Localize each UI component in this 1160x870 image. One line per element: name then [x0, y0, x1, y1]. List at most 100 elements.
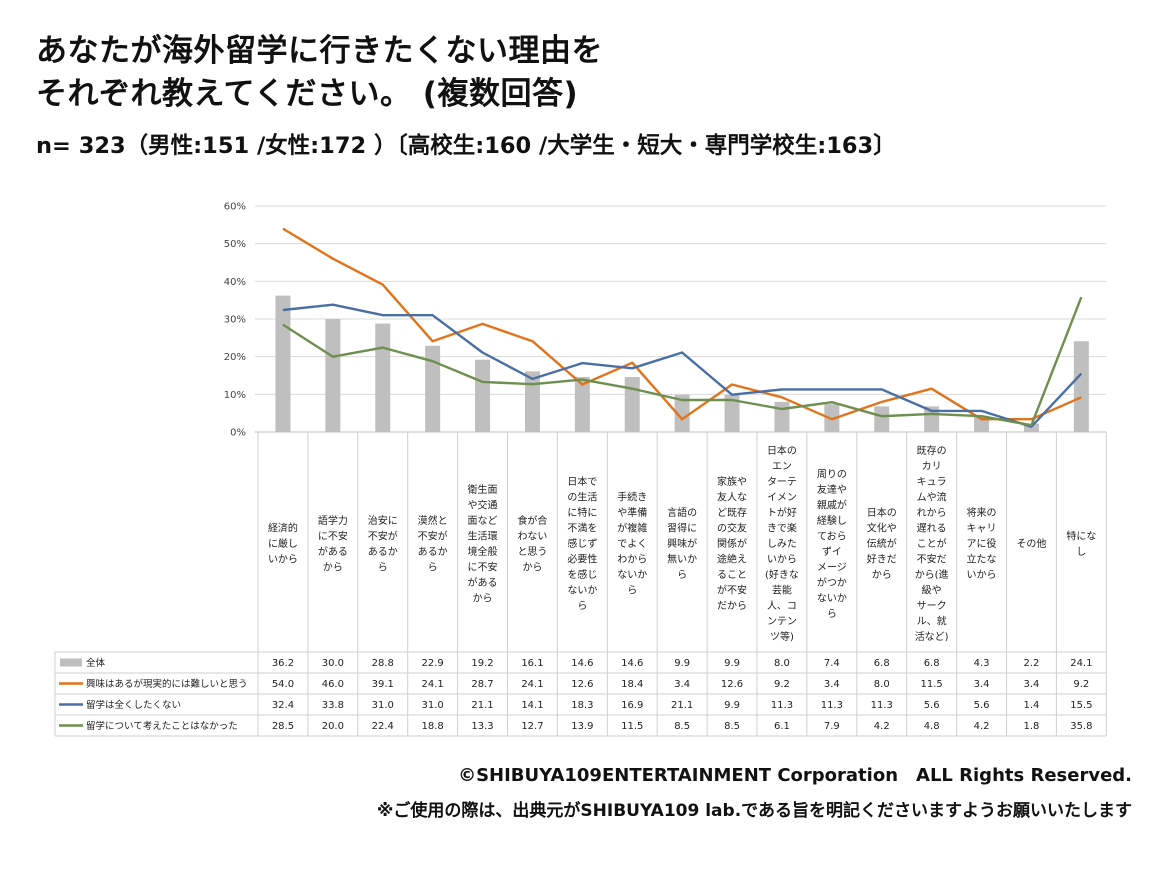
category-label: れから — [917, 507, 947, 519]
category-label: (好きな — [765, 569, 799, 581]
category-label: 日本で — [567, 475, 597, 488]
data-value-label: 21.1 — [671, 700, 693, 711]
y-tick-label: 0% — [230, 428, 246, 439]
data-value-label: 28.7 — [471, 679, 493, 690]
category-label: 不安だ — [917, 553, 947, 566]
bar — [574, 377, 590, 432]
data-value-label: 6.8 — [924, 658, 940, 669]
category-label: 経済的 — [268, 522, 298, 535]
data-value-label: 12.7 — [521, 721, 543, 732]
data-value-label: 14.6 — [571, 658, 593, 669]
category-label: 興味が — [667, 537, 697, 550]
category-label: カリ — [922, 461, 942, 473]
category-label: トが好 — [767, 506, 797, 519]
category-label: ずイ — [822, 546, 842, 558]
data-table: 経済的に厳しいから語学力に不安があるから治安に不安があるから漠然と不安があるから… — [54, 432, 1107, 737]
category-label: 将来の — [967, 507, 997, 519]
copyright-text: ©SHIBUYA109ENTERTAINMENT Corporation ALL… — [458, 765, 1132, 786]
category-label: キャリ — [967, 524, 997, 535]
data-value-label: 9.2 — [1073, 679, 1089, 690]
category-label: を感じ — [567, 568, 597, 581]
category-label: 不満を — [567, 523, 597, 535]
category-label: 友人な — [717, 491, 747, 504]
category-label: から(進 — [915, 569, 949, 581]
category-label: 習得に — [667, 523, 697, 535]
y-tick-label: 30% — [224, 315, 246, 326]
data-value-label: 5.6 — [974, 700, 990, 711]
data-value-label: 6.8 — [874, 658, 890, 669]
data-value-label: 16.1 — [521, 658, 543, 669]
category-label: 文化や — [867, 522, 897, 535]
data-value-label: 4.8 — [924, 721, 940, 732]
bar — [325, 319, 341, 432]
y-axis-tick-labels: 0% 10% 20% 30% 40% 50% 60% — [224, 202, 246, 439]
data-value-label: 11.5 — [621, 721, 643, 732]
category-label: だから — [717, 600, 747, 612]
category-label: 経験し — [817, 514, 847, 527]
data-value-label: 33.8 — [322, 700, 344, 711]
category-label: 級や — [922, 584, 942, 597]
category-label: 生活環 — [468, 529, 498, 542]
bar — [724, 394, 740, 432]
data-value-label: 14.1 — [521, 700, 543, 711]
bar — [774, 401, 790, 432]
category-label: キュラ — [917, 476, 947, 488]
data-value-label: 46.0 — [322, 679, 344, 690]
category-label: や交通 — [468, 498, 498, 511]
data-value-label: 18.4 — [621, 679, 643, 690]
data-value-label: 36.2 — [272, 658, 294, 669]
chart-title: あなたが海外留学に行きたくない理由を それぞれ教えてください。 (複数回答) — [36, 30, 603, 116]
category-label: 立たな — [967, 553, 997, 566]
category-label: 感じず — [567, 537, 597, 550]
data-value-label: 24.1 — [422, 679, 444, 690]
category-label: から — [323, 561, 343, 573]
category-label: あるか — [368, 546, 398, 558]
chart-title-line-1: あなたが海外留学に行きたくない理由を — [36, 33, 603, 69]
category-label: と思う — [517, 546, 547, 558]
data-value-label: 8.0 — [774, 658, 790, 669]
data-value-label: 9.2 — [774, 679, 790, 690]
data-value-label: 13.9 — [571, 721, 593, 732]
bar — [375, 323, 391, 432]
category-label: ら — [428, 561, 438, 573]
category-label: ら — [827, 608, 837, 620]
data-value-label: 30.0 — [322, 658, 344, 669]
data-value-label: 39.1 — [372, 679, 394, 690]
bar — [624, 377, 640, 432]
data-value-label: 8.5 — [724, 721, 740, 732]
category-label: ことが — [917, 537, 947, 550]
category-label: がある — [468, 576, 498, 589]
category-label: に特に — [567, 507, 597, 519]
y-tick-label: 20% — [224, 352, 246, 363]
data-value-label: 8.5 — [674, 721, 690, 732]
y-tick-label: 40% — [224, 277, 246, 288]
data-value-label: 3.4 — [674, 679, 690, 690]
category-label: ること — [717, 569, 747, 581]
data-value-label: 22.4 — [372, 721, 394, 732]
series-line — [282, 303, 1083, 428]
data-value-label: 1.4 — [1023, 700, 1039, 711]
data-value-label: 35.8 — [1070, 721, 1092, 732]
category-label: 遅れる — [917, 523, 947, 535]
data-value-label: 19.2 — [471, 658, 493, 669]
y-tick-label: 50% — [224, 239, 246, 250]
data-value-label: 13.3 — [471, 721, 493, 732]
category-label: ないか — [817, 592, 847, 604]
category-label: 必要性 — [567, 553, 597, 566]
data-value-label: 24.1 — [521, 679, 543, 690]
data-value-label: 15.5 — [1070, 700, 1092, 711]
data-value-label: 11.5 — [921, 679, 943, 690]
data-value-label: 4.2 — [874, 721, 890, 732]
category-label: 衛生面 — [468, 483, 498, 496]
category-label: イメン — [767, 493, 797, 504]
data-value-label: 6.1 — [774, 721, 790, 732]
data-value-label: 32.4 — [272, 700, 294, 711]
category-label: に厳し — [268, 537, 298, 550]
category-label: ど既存 — [717, 506, 747, 519]
data-value-label: 28.8 — [372, 658, 394, 669]
data-value-label: 24.1 — [1070, 658, 1092, 669]
category-label: 不安が — [368, 529, 398, 542]
category-label: や準備 — [617, 506, 647, 519]
category-label: が複雑 — [617, 522, 647, 535]
